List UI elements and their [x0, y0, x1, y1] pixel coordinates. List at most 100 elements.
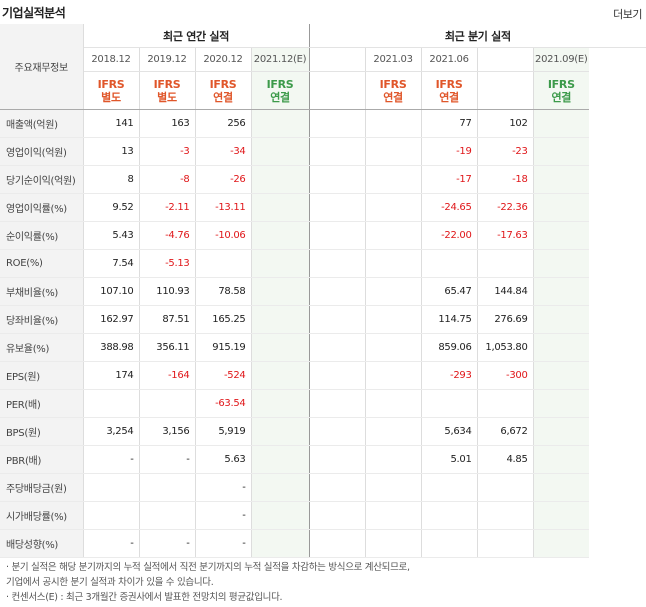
table-cell	[308, 445, 366, 474]
table-cell: -5.13	[138, 249, 195, 278]
basis-header: IFRS 연결	[194, 71, 251, 110]
section-header: 기업실적분석 더보기	[0, 0, 646, 24]
table-cell	[532, 445, 590, 474]
table-cell: -17.63	[476, 221, 534, 250]
table-cell	[364, 361, 422, 390]
table-row: 영업이익(억원) 13 -3 -34 -19 -23	[0, 137, 646, 166]
row-label: PBR(배)	[0, 445, 84, 474]
table-cell: 5,634	[420, 417, 478, 446]
table-cell	[250, 165, 310, 194]
table-cell: 141	[83, 109, 139, 138]
table-cell	[138, 473, 195, 502]
table-cell	[250, 221, 310, 250]
table-cell: -22.00	[420, 221, 478, 250]
table-cell: 356.11	[138, 333, 195, 362]
period-header: 2018.12	[83, 47, 139, 72]
table-cell: -293	[420, 361, 478, 390]
table-cell: 13	[83, 137, 139, 166]
table-row: EPS(원) 174 -164 -524 -293 -300	[0, 361, 646, 390]
table-cell	[364, 473, 422, 502]
table-cell	[250, 305, 310, 334]
table-cell	[83, 389, 139, 418]
table-row: ROE(%) 7.54 -5.13	[0, 249, 646, 278]
table-cell	[532, 529, 590, 558]
table-row: 영업이익률(%) 9.52 -2.11 -13.11 -24.65 -22.36	[0, 193, 646, 222]
row-label: BPS(원)	[0, 417, 84, 446]
table-cell	[532, 417, 590, 446]
table-cell: -63.54	[194, 389, 251, 418]
table-row: 당좌비율(%) 162.97 87.51 165.25 114.75 276.69	[0, 305, 646, 334]
table-cell: 6,672	[476, 417, 534, 446]
row-label: ROE(%)	[0, 249, 84, 278]
table-cell	[420, 473, 478, 502]
period-header: 2019.12	[138, 47, 195, 72]
table-row: PER(배) -63.54	[0, 389, 646, 418]
row-label: 당기순이익(억원)	[0, 165, 84, 194]
table-cell: 114.75	[420, 305, 478, 334]
period-header: 2020.12	[194, 47, 251, 72]
table-cell: 276.69	[476, 305, 534, 334]
table-cell: -	[138, 445, 195, 474]
table-cell	[420, 249, 478, 278]
basis-header: IFRS 별도	[138, 71, 195, 110]
table-cell: -34	[194, 137, 251, 166]
table-cell: -	[83, 445, 139, 474]
table-cell: 4.85	[476, 445, 534, 474]
table-cell	[250, 193, 310, 222]
table-cell	[308, 529, 366, 558]
table-cell	[532, 137, 590, 166]
table-row: 배당성향(%) - - -	[0, 529, 646, 558]
table-cell	[250, 249, 310, 278]
table-cell	[250, 109, 310, 138]
table-cell: 256	[194, 109, 251, 138]
period-header: 2021.09(E)	[532, 47, 590, 72]
table-cell	[308, 305, 366, 334]
basis-header: IFRS 연결	[364, 71, 422, 110]
table-cell	[194, 249, 251, 278]
table-cell	[364, 221, 422, 250]
table-row: PBR(배) - -5.63 5.01 4.85	[0, 445, 646, 474]
footnote: · 컨센서스(E) : 최근 3개월간 증권사에서 발표한 전망치의 평균값입니…	[6, 592, 283, 603]
table-cell	[532, 361, 590, 390]
table-cell	[364, 501, 422, 530]
table-cell	[308, 333, 366, 362]
table-cell	[250, 137, 310, 166]
table-cell: 165.25	[194, 305, 251, 334]
table-cell: 388.98	[83, 333, 139, 362]
table-cell	[250, 389, 310, 418]
table-cell: -300	[476, 361, 534, 390]
table-cell	[420, 389, 478, 418]
table-row: 주당배당금(원) -	[0, 473, 646, 502]
table-cell: -8	[138, 165, 195, 194]
table-cell: -524	[194, 361, 251, 390]
table-cell: -22.36	[476, 193, 534, 222]
row-label: EPS(원)	[0, 361, 84, 390]
table-cell	[250, 445, 310, 474]
table-cell	[83, 501, 139, 530]
side-header: 주요재무정보	[0, 24, 84, 110]
table-row: 순이익률(%) 5.43 -4.76 -10.06 -22.00 -17.63	[0, 221, 646, 250]
table-cell	[532, 389, 590, 418]
annual-group-header: 최근 연간 실적	[83, 24, 310, 48]
table-cell	[308, 165, 366, 194]
table-cell: -164	[138, 361, 195, 390]
table-cell	[308, 221, 366, 250]
table-cell: 9.52	[83, 193, 139, 222]
table-cell	[308, 137, 366, 166]
table-cell	[308, 193, 366, 222]
table-cell	[532, 305, 590, 334]
table-cell	[364, 277, 422, 306]
table-cell: 5.43	[83, 221, 139, 250]
table-cell	[364, 529, 422, 558]
table-cell	[476, 501, 534, 530]
basis-header	[308, 71, 366, 110]
table-cell: -23	[476, 137, 534, 166]
more-link[interactable]: 더보기	[613, 8, 642, 21]
table-cell	[250, 529, 310, 558]
quarter-group-header: 최근 분기 실적	[308, 24, 646, 48]
table-row: 시가배당률(%) -	[0, 501, 646, 530]
row-label: 당좌비율(%)	[0, 305, 84, 334]
row-label: 유보율(%)	[0, 333, 84, 362]
table-cell: -24.65	[420, 193, 478, 222]
table-cell: -2.11	[138, 193, 195, 222]
